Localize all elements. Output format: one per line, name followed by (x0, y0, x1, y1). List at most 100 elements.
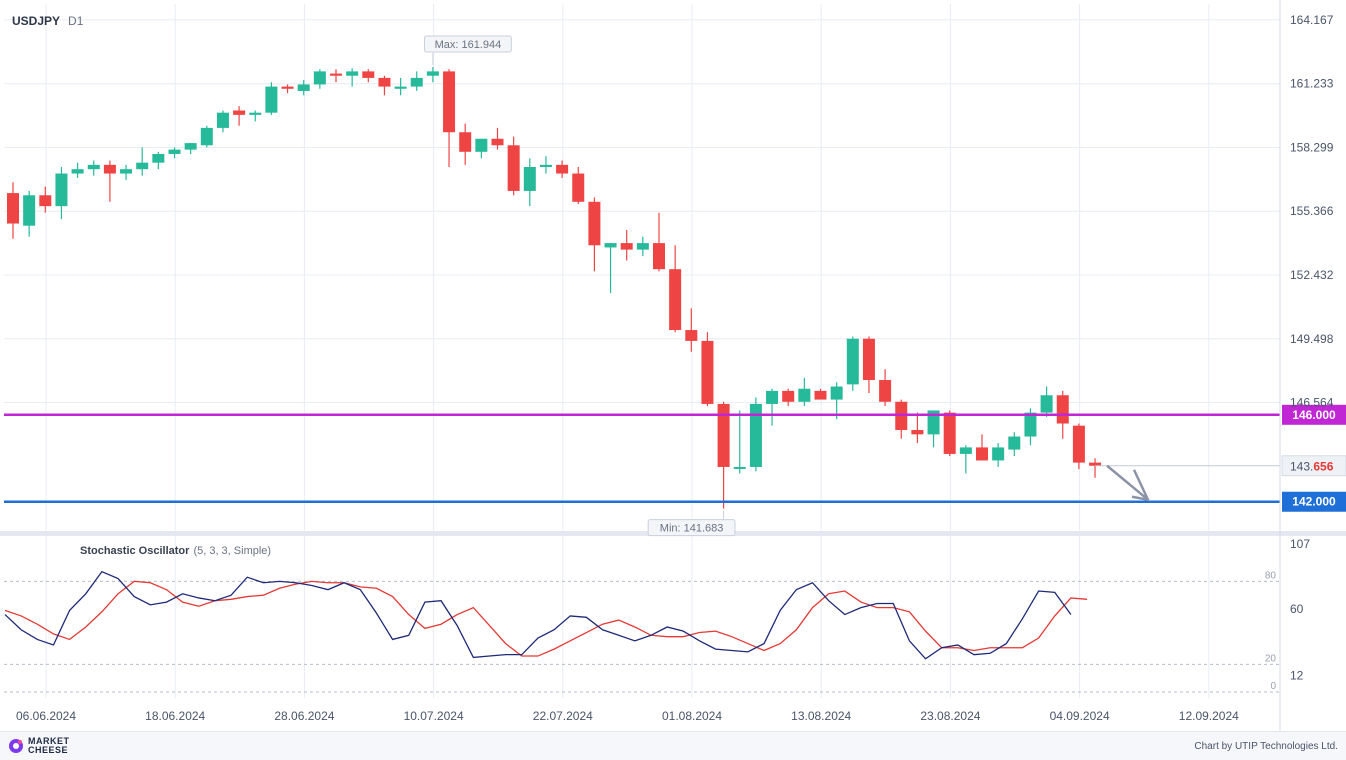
chart-canvas: 146.000 142.000 80 20 0 107 60 12 164.167 161.2… (0, 0, 1346, 731)
bull-candle (87, 164, 100, 170)
bull-candle (927, 410, 940, 435)
x-tick-label: 13.08.2024 (791, 709, 851, 723)
bear-candle (685, 330, 698, 341)
bear-candle (39, 195, 52, 207)
bear-candle (943, 412, 956, 454)
min-label: Min: 141.683 (660, 523, 724, 535)
bear-candle (588, 201, 601, 246)
bull-candle (136, 162, 149, 170)
y-tick-label: 161.233 (1290, 77, 1334, 91)
bull-candle (766, 390, 779, 404)
level-label-box (1282, 491, 1346, 512)
symbol-header: USDJPY D1 (12, 14, 83, 28)
bull-candle (523, 167, 536, 191)
max-label: Max: 161.944 (435, 39, 502, 51)
y-tick-label: 158.299 (1290, 140, 1334, 154)
stoch-y-tick: 60 (1290, 602, 1304, 616)
bear-candle (1089, 462, 1102, 466)
stoch-y-tick: 12 (1290, 668, 1304, 682)
market-cheese-logo: MARKET CHEESE (8, 737, 70, 755)
bear-candle (1056, 395, 1069, 424)
projection-arrow-head (1131, 469, 1151, 502)
x-tick-label: 23.08.2024 (920, 709, 980, 723)
bear-candle (281, 86, 294, 89)
stoch-level-label: 20 (1265, 653, 1277, 664)
bull-candle (539, 164, 552, 168)
bear-candle (717, 403, 730, 467)
bull-candle (313, 71, 326, 85)
brand-line-2: CHEESE (28, 745, 69, 755)
x-tick-label: 22.07.2024 (533, 709, 593, 723)
stoch-k-line (4, 570, 1072, 660)
bear-candle (911, 430, 924, 435)
level-label-box (1282, 404, 1346, 425)
bear-candle (491, 138, 504, 146)
bull-candle (394, 86, 407, 89)
symbol-name: USDJPY (12, 14, 61, 28)
min-label-box (647, 519, 736, 537)
bull-candle (604, 243, 617, 248)
bull-candle (1008, 436, 1021, 450)
chart-credit: Chart by UTIP Technologies Ltd. (1194, 741, 1338, 752)
stochastic-title: Stochastic Oscillator (5, 3, 3, Simple) (80, 545, 271, 557)
bull-candle (200, 127, 213, 146)
x-tick-label: 10.07.2024 (404, 709, 464, 723)
bear-candle (556, 164, 569, 174)
bear-candle (507, 145, 520, 191)
bull-candle (23, 195, 36, 226)
bull-candle (168, 149, 181, 154)
bull-candle (798, 388, 811, 402)
bear-candle (669, 269, 682, 331)
bear-candle (378, 77, 391, 87)
bull-candle (830, 386, 843, 400)
bull-candle (426, 71, 439, 76)
bear-candle (233, 110, 246, 115)
x-tick-label: 01.08.2024 (662, 709, 722, 723)
bull-candle (410, 77, 423, 87)
stochastic-params: (5, 3, 3, Simple) (193, 545, 272, 557)
footer-bar: MARKET CHEESE Chart by UTIP Technologies… (0, 731, 1346, 760)
x-tick-label: 04.09.2024 (1050, 709, 1110, 723)
stoch-y-tick: 107 (1290, 537, 1310, 551)
level-label: 146.000 (1292, 408, 1336, 422)
x-tick-label: 28.06.2024 (274, 709, 334, 723)
y-tick-label: 149.498 (1290, 332, 1334, 346)
bull-candle (959, 447, 972, 454)
bull-candle (1024, 412, 1037, 437)
bull-candle (992, 447, 1005, 461)
current-price-label: 143.656 (1290, 460, 1334, 474)
bull-candle (636, 243, 649, 250)
stoch-level-label: 80 (1265, 570, 1277, 581)
bear-candle (572, 173, 585, 202)
bull-candle (152, 153, 165, 163)
y-tick-label: 155.366 (1290, 204, 1334, 218)
stochastic-panel: 80 20 0 107 60 12 (4, 537, 1310, 693)
candles (7, 67, 1102, 509)
bear-candle (362, 71, 375, 78)
bull-candle (249, 112, 262, 115)
bear-candle (443, 71, 456, 133)
current-price-box (1281, 455, 1346, 477)
timeframe: D1 (68, 14, 84, 28)
bear-candle (653, 243, 665, 270)
bull-candle (265, 86, 278, 113)
bull-candle (346, 71, 359, 76)
bull-candle (55, 173, 68, 207)
annotations: Max: 161.944 Min: 141.683 (424, 35, 1151, 537)
stoch-d-line (4, 580, 1088, 657)
bull-candle (120, 169, 133, 174)
stochastic-name: Stochastic Oscillator (80, 545, 190, 557)
x-tick-label: 12.09.2024 (1179, 709, 1239, 723)
level-label: 142.000 (1292, 495, 1336, 509)
grid-lines (4, 4, 1280, 698)
bear-candle (814, 390, 827, 400)
bull-candle (71, 169, 84, 174)
bear-candle (782, 390, 795, 402)
y-tick-label: 164.167 (1290, 13, 1334, 27)
bear-candle (459, 132, 472, 152)
bear-candle (879, 380, 892, 402)
bear-candle (620, 243, 633, 250)
y-tick-label: 146.564 (1290, 396, 1334, 410)
x-tick-label: 18.06.2024 (145, 709, 205, 723)
projection-arrow (1106, 464, 1149, 501)
